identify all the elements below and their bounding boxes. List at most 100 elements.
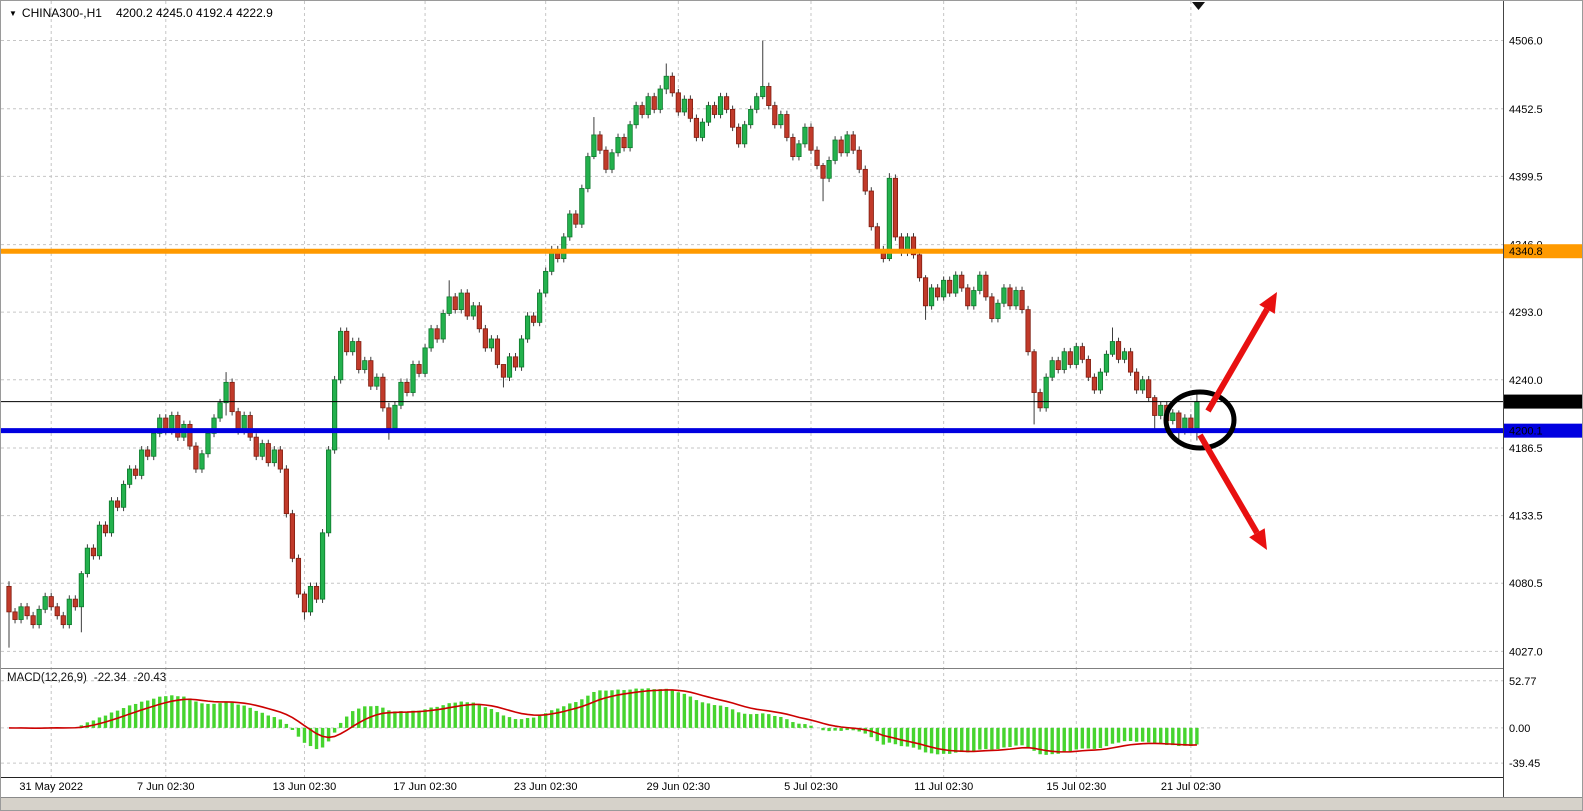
candle-body (663, 75, 669, 90)
candle-body (344, 330, 350, 353)
candle-body (669, 75, 675, 94)
highlight-circle[interactable] (1163, 389, 1237, 451)
candle-body (398, 381, 404, 406)
candle-body (96, 524, 103, 557)
candle-body (265, 443, 271, 464)
chart-shift-marker-icon[interactable] (1192, 2, 1205, 10)
candle-body (223, 381, 229, 404)
symbol-dropdown-icon[interactable]: ▼ (9, 8, 17, 18)
price-tick-label: 4080.5 (1509, 578, 1543, 590)
candle-body (615, 137, 621, 154)
candle-body (187, 424, 193, 447)
up-arrow[interactable] (1205, 307, 1270, 413)
candle-body (211, 417, 217, 434)
candle-body (114, 500, 121, 508)
candle-body (1140, 379, 1146, 391)
candle-body (66, 598, 72, 626)
candle-body (1170, 412, 1176, 421)
candle-body (681, 98, 687, 113)
last-price-line-tag-label: 4222.9 (1509, 397, 1543, 409)
candle-body (989, 296, 995, 319)
candle-body (711, 105, 718, 115)
candle-body (1073, 346, 1079, 365)
candle-body (446, 296, 452, 314)
price-tick-label: 4452.5 (1509, 104, 1543, 116)
candle-body (796, 143, 802, 157)
candle-body (657, 88, 663, 110)
price-axis[interactable] (1503, 1, 1583, 797)
candle-body (494, 338, 501, 365)
candle-body (151, 432, 157, 457)
candle-body (229, 381, 235, 413)
resistance-line-tag (1504, 244, 1582, 259)
macd-pane[interactable] (8, 688, 1199, 755)
candle-body (12, 611, 18, 620)
candle-body (253, 436, 259, 457)
candle-body (609, 152, 615, 170)
candles[interactable] (6, 40, 1200, 648)
candle-body (506, 356, 513, 378)
annotations[interactable] (1163, 292, 1277, 550)
candle-body (754, 96, 760, 110)
candle-body (24, 606, 30, 617)
time-axis[interactable] (1, 777, 1503, 797)
candle-body (54, 606, 60, 617)
candle-body (531, 315, 537, 323)
candle-body (332, 379, 338, 451)
candle-body (645, 96, 651, 115)
arrow-head-icon (1259, 292, 1277, 314)
candle-body (802, 126, 808, 145)
candle-body (259, 443, 265, 457)
candle-body (585, 156, 591, 189)
candle-body (742, 124, 748, 145)
candle-body (856, 149, 862, 170)
macd-signal-line[interactable] (8, 689, 1197, 753)
candle-body (1134, 371, 1140, 391)
candle-body (422, 347, 428, 374)
time-tick-label: 11 Jul 02:30 (914, 781, 973, 793)
candle-body (1146, 379, 1152, 399)
candle-body (579, 188, 585, 225)
candle-body (1127, 351, 1134, 373)
arrow-head-icon (1249, 528, 1267, 550)
candle-body (953, 274, 959, 294)
candle-body (145, 449, 151, 457)
candle-body (500, 364, 507, 378)
candle-body (1085, 358, 1091, 378)
candle-body (277, 449, 283, 470)
candle-body (886, 177, 892, 260)
candle-body (1091, 376, 1097, 391)
candle-body (826, 160, 832, 179)
price-tick-label: 4133.5 (1509, 511, 1543, 523)
candle-body (832, 139, 838, 161)
candle-body (717, 96, 724, 115)
candle-body (591, 134, 597, 157)
candle-body (651, 96, 657, 110)
horizontal-scrollbar[interactable] (1, 797, 1582, 810)
candle-body (790, 137, 796, 157)
candle-body (935, 287, 941, 298)
candle-body (512, 356, 519, 368)
down-arrow[interactable] (1197, 433, 1260, 535)
candle-body (723, 96, 730, 110)
candle-body (705, 105, 712, 123)
candle-body (193, 445, 199, 470)
symbol-label: CHINA300-,H1 (21, 6, 102, 20)
candle-body (247, 415, 253, 438)
candle-body (301, 593, 308, 613)
candle-body (543, 270, 549, 294)
candle-body (157, 417, 163, 434)
candle-body (217, 402, 223, 419)
candle-body (844, 134, 850, 154)
price-tick-label: 4506.0 (1509, 36, 1543, 48)
candle-body (295, 557, 302, 595)
candle-body (573, 213, 579, 225)
candle-body (1013, 290, 1019, 307)
level-lines[interactable] (1, 248, 1503, 434)
candle-body (748, 109, 754, 126)
candle-body (18, 606, 24, 620)
candle-body (597, 134, 603, 151)
candle-body (289, 513, 296, 559)
candle-body (1121, 351, 1128, 360)
